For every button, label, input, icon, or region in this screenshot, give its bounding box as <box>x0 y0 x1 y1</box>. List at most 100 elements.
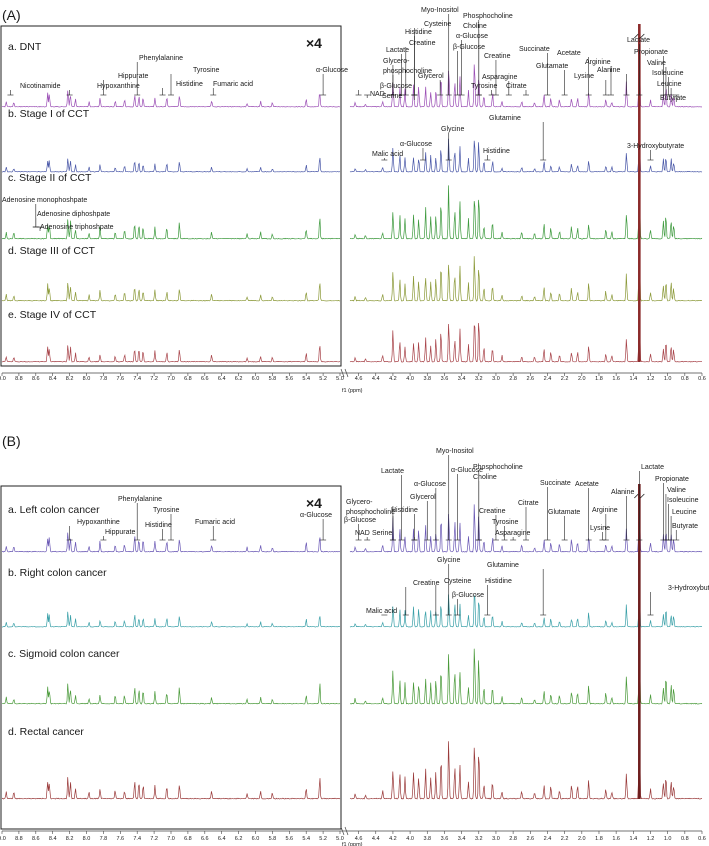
peak-annotation: Valine <box>647 60 666 67</box>
peak-annotation: Serine <box>372 530 392 537</box>
peak-annotation: NAD <box>370 91 385 98</box>
x-tick-label: 8.4 <box>49 836 57 842</box>
x-tick-label: 4.4 <box>372 836 380 842</box>
peak-annotation: Serine <box>382 93 402 100</box>
peak-annotation: Acetate <box>557 50 581 57</box>
peak-annotation: α-Glucose <box>451 467 483 474</box>
series-label: d. Rectal cancer <box>8 726 84 738</box>
peak-annotation: Lactate <box>386 47 409 54</box>
x-axis-unit: f1 (ppm) <box>342 388 363 394</box>
peak-annotation: Leucine <box>657 81 682 88</box>
x-tick-label: 1.4 <box>629 836 637 842</box>
peak-annotation: Glycine <box>437 557 460 564</box>
peak-annotation: Fumaric acid <box>195 519 235 526</box>
peak-annotation: Tyrosine <box>193 67 220 74</box>
peak-annotation: Butyrate <box>672 523 698 530</box>
peak-annotation: α-Glucose <box>414 481 446 488</box>
x-tick-label: 6.4 <box>218 376 226 382</box>
peak-annotation: Phosphocholine <box>473 464 523 471</box>
x-tick-label: 5.2 <box>319 836 327 842</box>
peak-annotation: Lactate <box>627 37 650 44</box>
peak-annotation: Hypoxanthine <box>97 83 140 90</box>
spectrum-trace <box>1 168 703 240</box>
spectrum-trace <box>2 632 703 705</box>
x-tick-label: 3.2 <box>475 836 483 842</box>
x-tick-label: 5.2 <box>319 376 327 382</box>
panel-b-label: (B) <box>2 433 21 449</box>
x-tick-label: 1.0 <box>664 376 672 382</box>
x-tick-label: 3.6 <box>441 376 449 382</box>
peak-annotation: Succinate <box>519 46 550 53</box>
x-tick-label: 0.6 <box>698 376 706 382</box>
x-tick-label: 8.2 <box>66 836 74 842</box>
x-tick-label: 4.6 <box>355 376 363 382</box>
peak-annotation: Leucine <box>672 509 697 516</box>
x-tick-label: 7.4 <box>133 376 141 382</box>
x-tick-label: 7.6 <box>116 376 124 382</box>
peak-annotation: Phenylalanine <box>118 496 162 503</box>
x-tick-label: 5.4 <box>302 836 310 842</box>
peak-annotation: 3-Hydroxybutyrate <box>627 143 684 150</box>
spectrum-trace <box>2 489 703 553</box>
series-label: c. Sigmoid colon cancer <box>8 648 120 660</box>
peak-annotation: Adenosine triphoshpate <box>40 224 114 231</box>
x-tick-label: 6.8 <box>184 836 192 842</box>
peak-annotation: Lysine <box>590 525 610 532</box>
x-tick-label: 7.2 <box>150 376 158 382</box>
spectrum-trace <box>1 53 703 108</box>
peak-annotation: Adenosine monophoshpate <box>2 197 87 204</box>
x-tick-label: 1.8 <box>595 376 603 382</box>
series-label: e. Stage IV of CCT <box>8 309 97 321</box>
peak-annotation: phosphocholine <box>346 509 395 516</box>
x-tick-label: 8.2 <box>66 376 74 382</box>
x-tick-label: 2.8 <box>509 836 517 842</box>
peak-annotation: Glycerol <box>410 494 436 501</box>
panel-b: ×4 9.0 8.8 8.6 8.4 8.2 8.0 7.8 7.6 7.4 7.2 7.0 6.8 6.… <box>0 448 709 846</box>
x-tick-label: 3.0 <box>492 836 500 842</box>
peak-annotation: Phosphocholine <box>463 13 513 20</box>
peak-annotation: Asparagine <box>495 530 531 537</box>
peak-annotation: Tyrosine <box>471 83 498 90</box>
peak-annotation: Histidine <box>485 578 512 585</box>
peak-annotation: Glycine <box>441 126 464 133</box>
peak-annotation: Fumaric acid <box>213 81 253 88</box>
x-tick-label: 7.0 <box>167 376 175 382</box>
spectrum-trace <box>1 245 703 302</box>
x-tick-label: 5.8 <box>269 376 277 382</box>
peak-annotation: Myo-Inositol <box>421 7 459 14</box>
series-label: d. Stage III of CCT <box>8 245 96 257</box>
peak-annotation: Histidine <box>405 29 432 36</box>
peak-annotation: Isoleucine <box>667 497 699 504</box>
x-tick-label: 3.4 <box>458 376 466 382</box>
x-tick-label: 8.8 <box>15 376 23 382</box>
peak-annotation: Cysteine <box>444 578 471 585</box>
peak-annotation: Creatine <box>479 508 506 515</box>
x-tick-label: 8.6 <box>32 376 40 382</box>
panel-a-label: (A) <box>2 7 21 23</box>
x-tick-label: 7.4 <box>133 836 141 842</box>
peak-annotation: Hippurate <box>118 73 148 80</box>
peak-annotation: Glutamine <box>489 115 521 122</box>
x-tick-label: 6.0 <box>252 836 260 842</box>
peak-annotation: α-Glucose <box>400 141 432 148</box>
axis-break-mark <box>340 368 349 378</box>
panel-a: ×4 9.0 8.8 8.6 8.4 8.2 8.0 7.8 7.6 7.4 7.2 7.0 6.8 6.… <box>0 7 706 394</box>
peak-annotation: Creatine <box>409 40 436 47</box>
x-tick-label: 2.0 <box>578 836 586 842</box>
peak-annotation: Histidine <box>391 507 418 514</box>
peak-annotation: Tyrosine <box>153 507 180 514</box>
peak-annotation: Lactate <box>381 468 404 475</box>
x-axis-unit: f1 (ppm) <box>342 842 363 846</box>
peak-annotation: β-Glucose <box>380 83 412 90</box>
peak-annotation: Creatine <box>413 580 440 587</box>
peak-annotation: Lysine <box>574 73 594 80</box>
x-tick-label: 1.6 <box>612 836 620 842</box>
x-tick-label: 6.4 <box>218 836 226 842</box>
peak-annotation: Choline <box>463 23 487 30</box>
peak-annotation: Succinate <box>540 480 571 487</box>
x-tick-label: 3.0 <box>492 376 500 382</box>
x-tick-label: 7.6 <box>116 836 124 842</box>
x-tick-label: 3.6 <box>441 836 449 842</box>
x-tick-label: 6.2 <box>235 376 243 382</box>
